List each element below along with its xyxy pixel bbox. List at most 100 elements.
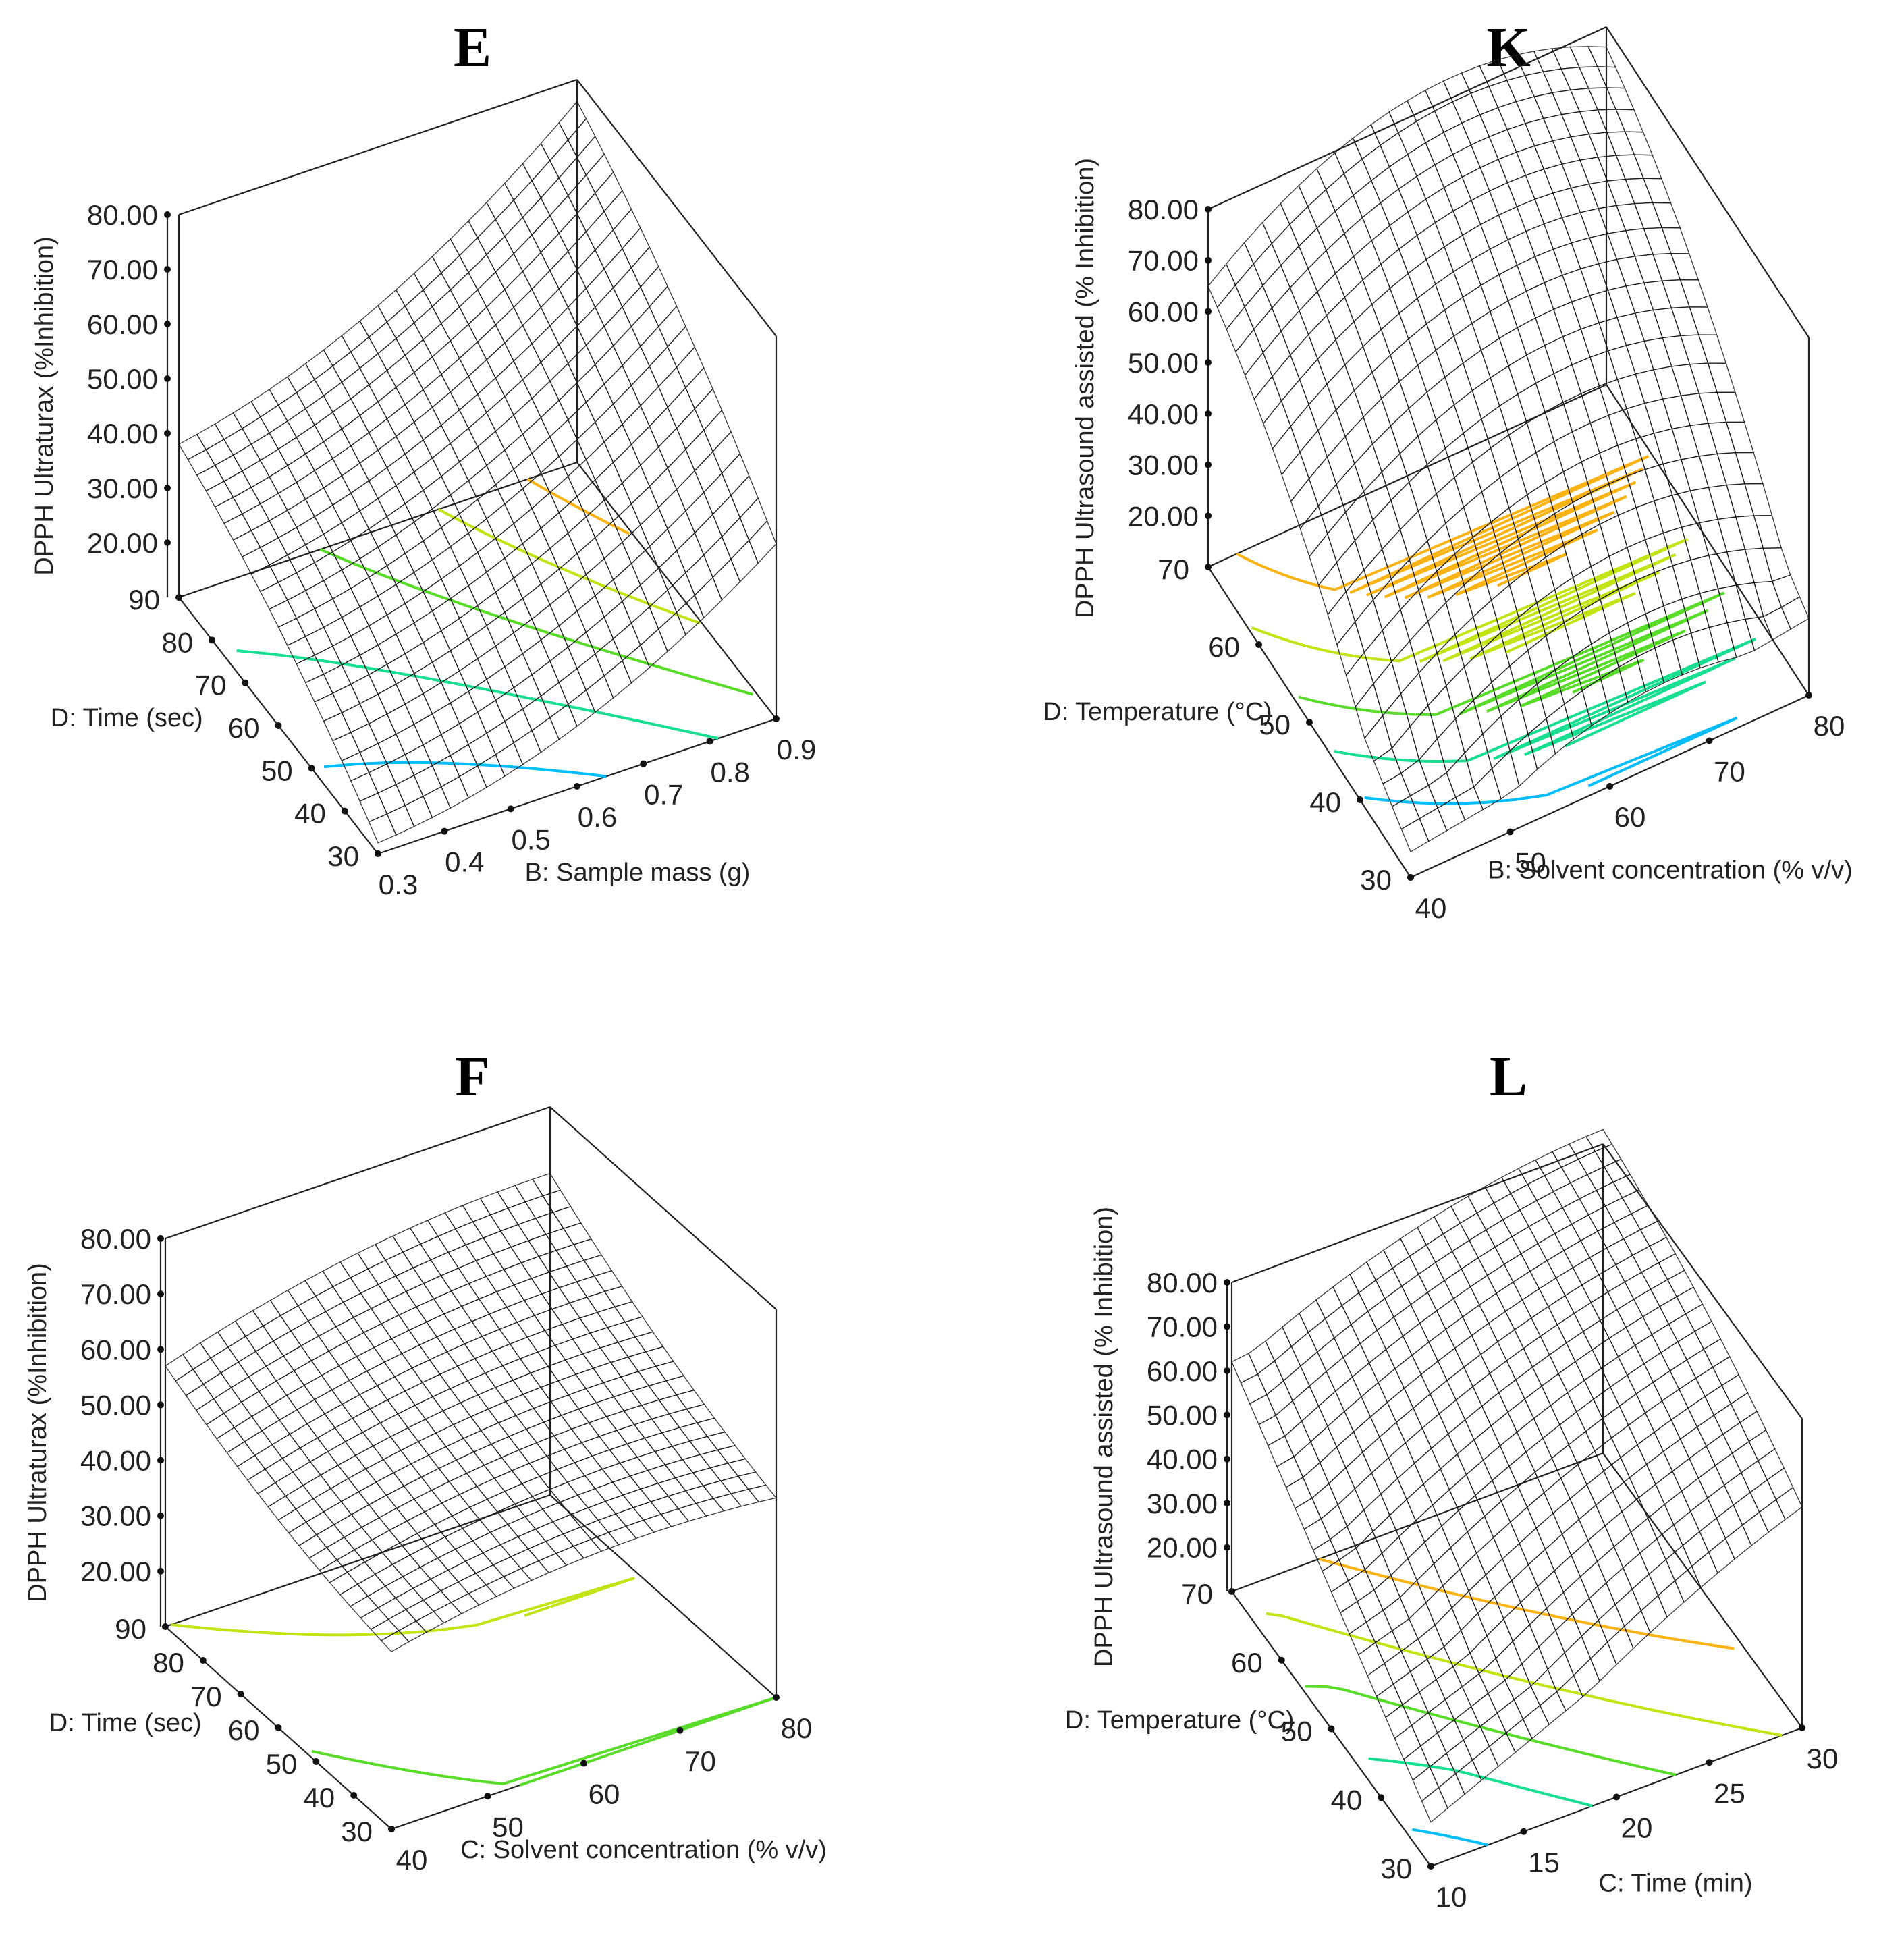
surface-cell — [1766, 1467, 1794, 1500]
surface-cell — [1461, 223, 1491, 261]
surface-cell — [214, 497, 243, 524]
surface-cell — [1583, 1367, 1611, 1400]
surface-cell — [410, 1454, 440, 1478]
surface-cell — [395, 471, 424, 505]
surface-cell — [323, 712, 352, 742]
surface-cell — [486, 449, 514, 486]
x-tick-mark — [1805, 692, 1812, 699]
surface-cell — [595, 287, 623, 327]
surface-cell — [1558, 1361, 1585, 1394]
surface-cell — [216, 1427, 246, 1454]
surface-cell — [1694, 1320, 1722, 1350]
surface-cell — [242, 416, 270, 445]
surface-cell — [1353, 180, 1382, 219]
surface-cell — [205, 1413, 235, 1440]
x-tick-label: 60 — [589, 1778, 620, 1810]
surface-cell — [522, 306, 551, 345]
response-surface — [178, 101, 777, 844]
surface-cell — [630, 306, 659, 348]
surface-cell — [277, 481, 306, 512]
surface-cell — [475, 1253, 505, 1277]
surface-cell — [356, 1573, 386, 1597]
surface-cell — [717, 1444, 746, 1464]
surface-cell — [296, 1398, 326, 1425]
axis-box — [1207, 26, 1810, 879]
response-surface — [1231, 1128, 1803, 1823]
surface-cell — [1380, 1477, 1407, 1517]
surface-cell — [441, 461, 469, 496]
surface-cell — [695, 1498, 725, 1517]
surface-cell — [486, 557, 514, 593]
surface-cell — [404, 389, 433, 423]
surface-cell — [456, 1451, 485, 1474]
z-axis: 20.0030.0040.0050.0060.0070.0080.00DPPH … — [30, 199, 171, 597]
y-tick-label: 50 — [266, 1748, 298, 1780]
surface-cell — [304, 673, 333, 703]
surface-cell — [595, 229, 623, 270]
surface-cell — [640, 506, 668, 547]
surface-cell — [549, 306, 578, 346]
surface-cell — [667, 572, 696, 614]
surface-cell — [649, 467, 678, 509]
surface-cell — [458, 289, 487, 325]
surface-cell — [255, 1340, 285, 1367]
surface-cell — [1488, 182, 1518, 216]
surface-cell — [1537, 1232, 1565, 1261]
surface-cell — [576, 479, 605, 518]
z-axis: 20.0030.0040.0050.0060.0070.0080.00DPPH … — [24, 1223, 164, 1627]
surface-cell — [1444, 296, 1473, 337]
surface-cell — [651, 1413, 680, 1434]
surface-cell — [1400, 1273, 1429, 1305]
surface-cell — [386, 754, 415, 786]
surface-cell — [1467, 1186, 1495, 1214]
surface-cell — [1373, 661, 1402, 717]
surface-cell — [377, 584, 406, 616]
surface-cell — [558, 668, 587, 705]
surface-cell — [1762, 606, 1792, 641]
surface-cell — [1317, 483, 1347, 535]
surface-cell — [623, 1405, 653, 1425]
surface-cell — [366, 1361, 396, 1386]
surface-cell — [1706, 1484, 1735, 1519]
surface-cell — [540, 456, 569, 493]
y-tick-mark — [1278, 1656, 1285, 1664]
surface-cell — [1243, 221, 1272, 265]
surface-cell — [568, 1388, 597, 1410]
surface-cell — [397, 1405, 427, 1429]
surface-cell — [391, 1227, 421, 1253]
surface-cell — [477, 484, 506, 520]
surface-cell — [304, 441, 333, 472]
z-tick-label: 50.00 — [80, 1389, 151, 1421]
surface-cell — [1455, 1386, 1483, 1421]
z-axis-label: DPPH Ultraturax (%Inhibition) — [24, 1263, 52, 1602]
surface-cell — [441, 409, 469, 445]
surface-cell — [1507, 230, 1536, 266]
z-tick-label: 40.00 — [1147, 1444, 1218, 1475]
surface-cell — [532, 1172, 562, 1197]
surface-cell — [477, 430, 506, 466]
surface-cell — [597, 1513, 627, 1533]
surface-cell — [1658, 1253, 1685, 1280]
surface-cell — [1388, 153, 1417, 190]
surface-cell — [433, 1290, 462, 1315]
surface-cell — [1371, 166, 1400, 204]
surface-cell — [277, 391, 306, 422]
surface-cell — [248, 1365, 277, 1392]
surface-cell — [258, 1380, 288, 1407]
contour-line — [1298, 591, 1725, 717]
surface-cell — [214, 412, 243, 440]
surface-cell — [595, 462, 623, 501]
surface-cell — [444, 1527, 474, 1550]
surface-cell — [1608, 1326, 1636, 1358]
surface-cell — [477, 537, 506, 573]
surface-cell — [340, 1491, 370, 1515]
surface-cell — [1614, 1588, 1642, 1627]
surface-cell — [1364, 715, 1393, 762]
surface-cell — [304, 533, 333, 564]
surface-cell — [236, 1454, 266, 1481]
surface-cell — [474, 1351, 504, 1374]
axis-box-edge — [178, 78, 578, 216]
surface-cell — [1485, 1219, 1513, 1248]
surface-cell — [458, 445, 487, 482]
surface-cell — [528, 1234, 557, 1257]
